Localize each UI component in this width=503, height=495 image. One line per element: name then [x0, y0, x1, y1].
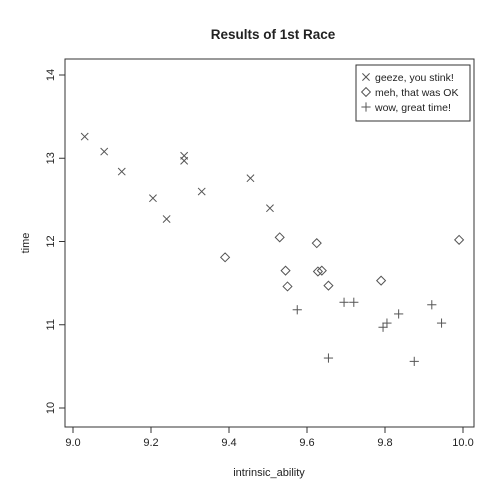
y-tick-label-0: 10: [45, 402, 57, 414]
point-s1-1: [274, 232, 285, 243]
legend-entry-1: meh, that was OK: [375, 87, 458, 99]
point-s0-9: [265, 204, 274, 213]
legend-entry-2: wow, great time!: [374, 102, 451, 114]
point-s1-7: [323, 280, 334, 291]
point-s1-8: [375, 275, 387, 286]
y-axis: 10 11 12 13 14: [45, 69, 65, 414]
plot-frame: [64, 58, 475, 428]
y-tick-label-2: 12: [45, 235, 57, 247]
point-s0-8: [246, 174, 255, 183]
point-s1-5: [312, 266, 324, 277]
y-tick-label-1: 11: [45, 319, 57, 330]
legend-box: [355, 64, 471, 122]
point-s0-4: [162, 215, 171, 223]
point-s2-3: [349, 297, 359, 307]
point-s0-6: [180, 156, 189, 165]
point-s2-1: [323, 353, 334, 363]
x-tick-label-5: 10.0: [452, 437, 473, 449]
point-s2-6: [394, 309, 404, 319]
x-tick-label-0: 9.0: [65, 437, 80, 449]
y-axis-label: time: [20, 233, 32, 254]
point-s1-3: [282, 281, 293, 292]
point-s1-6: [316, 265, 327, 276]
chart-title: Results of 1st Race: [211, 27, 336, 42]
point-s2-7: [409, 356, 419, 366]
point-s1-2: [280, 265, 291, 276]
x-tick-label-1: 9.2: [143, 437, 158, 449]
point-s0-7: [197, 187, 206, 196]
point-s2-8: [427, 300, 437, 310]
point-s0-0: [80, 132, 89, 141]
x-tick-label-2: 9.4: [221, 437, 236, 449]
x-tick-label-4: 9.8: [377, 437, 392, 449]
legend-marker-1: [360, 86, 372, 98]
y-tick-label-4: 14: [45, 69, 57, 81]
legend-marker-2: [361, 102, 371, 112]
point-s1-0: [219, 252, 231, 263]
point-s0-2: [117, 167, 126, 176]
legend-entry-0: geeze, you stink!: [375, 72, 454, 84]
y-tick-label-3: 13: [45, 152, 57, 164]
legend-marker-0: [362, 73, 370, 81]
data-points: [80, 132, 465, 366]
x-axis-label: intrinsic_ability: [233, 467, 305, 479]
point-s2-9: [436, 318, 447, 328]
point-s1-4: [311, 238, 322, 249]
point-s2-5: [382, 318, 392, 328]
x-tick-label-3: 9.6: [299, 437, 314, 449]
x-axis: 9.0 9.2 9.4 9.6 9.8 10.0: [65, 427, 474, 449]
point-s0-1: [100, 147, 109, 156]
legend: geeze, you stink! meh, that was OK wow, gr…: [355, 64, 471, 122]
point-s2-0: [292, 305, 302, 315]
point-s2-2: [339, 297, 349, 307]
point-s2-4: [378, 322, 388, 332]
point-s0-3: [148, 194, 157, 203]
point-s1-9: [453, 234, 465, 245]
